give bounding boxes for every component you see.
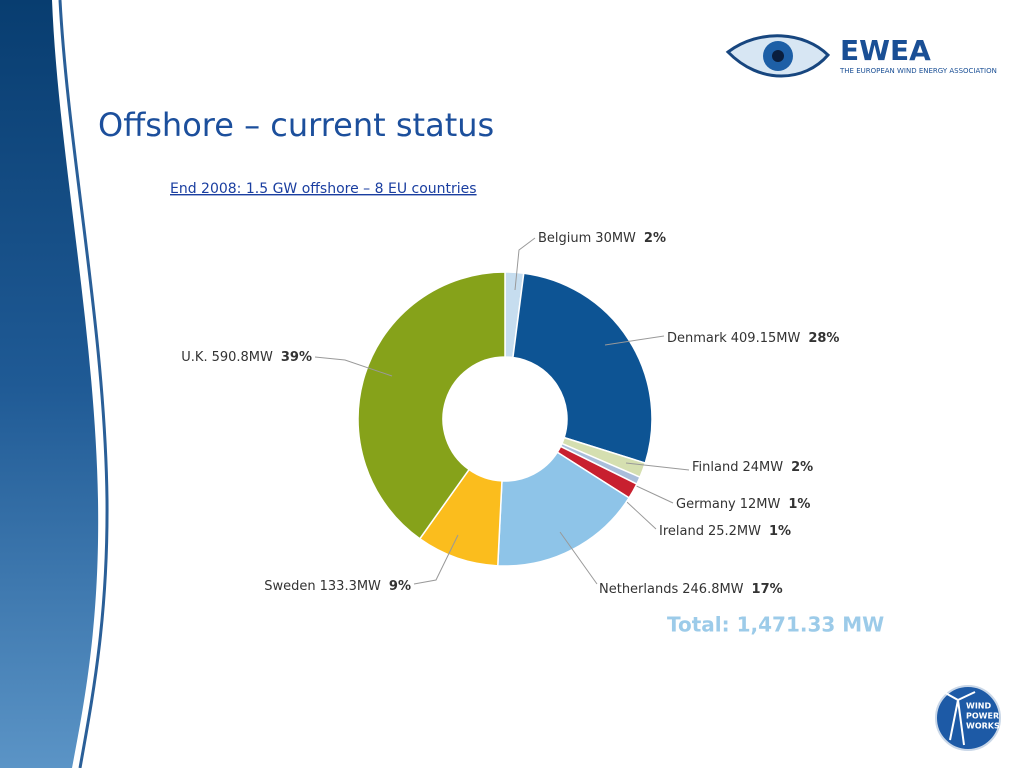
percent-label: 2%: [644, 231, 666, 246]
leader-line: [604, 335, 665, 346]
slice-label: Sweden 133.3MW 9%: [264, 579, 411, 594]
slice-label: Denmark 409.15MW 28%: [667, 331, 839, 346]
slice: [512, 272, 653, 465]
slice-label: Netherlands 246.8MW 17%: [599, 582, 783, 597]
value-label: 12MW: [740, 497, 781, 512]
category-name: Germany: [676, 497, 736, 512]
value-label: 30MW: [595, 231, 636, 246]
percent-label: 1%: [769, 524, 791, 539]
value-label: 590.8MW: [212, 350, 273, 365]
badge-turbine: [939, 689, 976, 746]
slice: [496, 451, 631, 567]
leader-line: [314, 356, 393, 377]
value-label: 25.2MW: [708, 524, 761, 539]
percent-label: 28%: [808, 331, 839, 346]
badge-text: POWER: [966, 712, 999, 721]
ewea-logo: EWEA THE EUROPEAN WIND ENERGY ASSOCIATIO…: [725, 34, 997, 78]
category-name: Ireland: [659, 524, 704, 539]
leader-line: [625, 462, 690, 471]
percent-label: 2%: [791, 460, 813, 475]
leader-line: [514, 237, 536, 291]
slice-label: Germany 12MW 1%: [676, 497, 810, 512]
slice-label: Finland 24MW 2%: [692, 460, 813, 475]
swoosh-highlight: [55, 0, 105, 768]
subtitle-link[interactable]: End 2008: 1.5 GW offshore – 8 EU countri…: [170, 181, 477, 197]
category-name: Denmark: [667, 331, 727, 346]
side-swoosh: [0, 0, 99, 768]
swoosh-line: [58, 0, 109, 768]
percent-label: 39%: [281, 350, 312, 365]
badge-text: WORKS: [966, 722, 1000, 731]
leader-line: [559, 531, 598, 585]
value-label: 24MW: [742, 460, 783, 475]
slide-title: Offshore – current status: [98, 106, 494, 144]
value-label: 409.15MW: [731, 331, 801, 346]
logo-subtitle: THE EUROPEAN WIND ENERGY ASSOCIATION: [839, 67, 997, 75]
logo-text: EWEA: [840, 34, 931, 67]
category-name: Sweden: [264, 579, 315, 594]
category-name: Finland: [692, 460, 738, 475]
percent-label: 9%: [389, 579, 411, 594]
slice-label: Belgium 30MW 2%: [538, 231, 666, 246]
logo-pupil: [772, 50, 784, 62]
slice-label: Ireland 25.2MW 1%: [659, 524, 791, 539]
value-label: 133.3MW: [320, 579, 381, 594]
badge-text: WIND: [966, 702, 991, 711]
slice-label: U.K. 590.8MW 39%: [181, 350, 312, 365]
leader-line: [413, 534, 459, 585]
donut-chart: Belgium 30MW 2% Denmark 409.15MW 28% Finland 24…: [181, 231, 839, 597]
percent-label: 1%: [788, 497, 810, 512]
category-name: U.K.: [181, 350, 207, 365]
percent-label: 17%: [752, 582, 783, 597]
value-label: 246.8MW: [682, 582, 743, 597]
slice: [357, 271, 506, 540]
category-name: Netherlands: [599, 582, 678, 597]
total-label: Total: 1,471.33 MW: [667, 613, 884, 637]
category-name: Belgium: [538, 231, 591, 246]
